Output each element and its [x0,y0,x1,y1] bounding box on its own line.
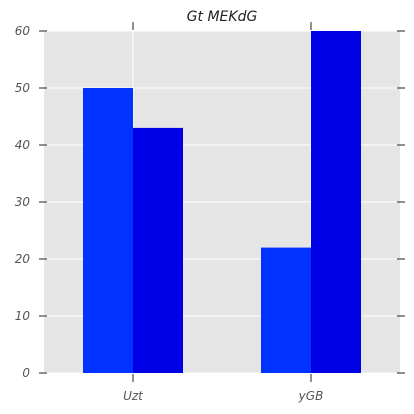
x-tick-label: yGB [298,389,324,403]
bar-series-2-Uzt [133,127,183,374]
y-tick-label: 30 [15,195,31,209]
y-tick-label: 20 [15,252,31,266]
axis-ticks [39,22,405,382]
bar-series-1-Uzt [83,88,133,373]
bar-series-2-yGB [311,31,361,373]
y-tick-label: 0 [22,366,30,380]
y-tick-label: 50 [15,81,31,95]
y-tick-label: 60 [15,24,31,38]
tick-labels: 0 10 20 30 40 50 60 Uzt yGB [15,24,324,403]
bars [83,31,361,374]
y-tick-label: 10 [15,309,31,323]
chart-title: Gt MEKdG [187,9,258,25]
y-tick-label: 40 [15,138,31,152]
bar-series-1-yGB [261,247,311,373]
x-tick-label: Uzt [123,389,144,403]
